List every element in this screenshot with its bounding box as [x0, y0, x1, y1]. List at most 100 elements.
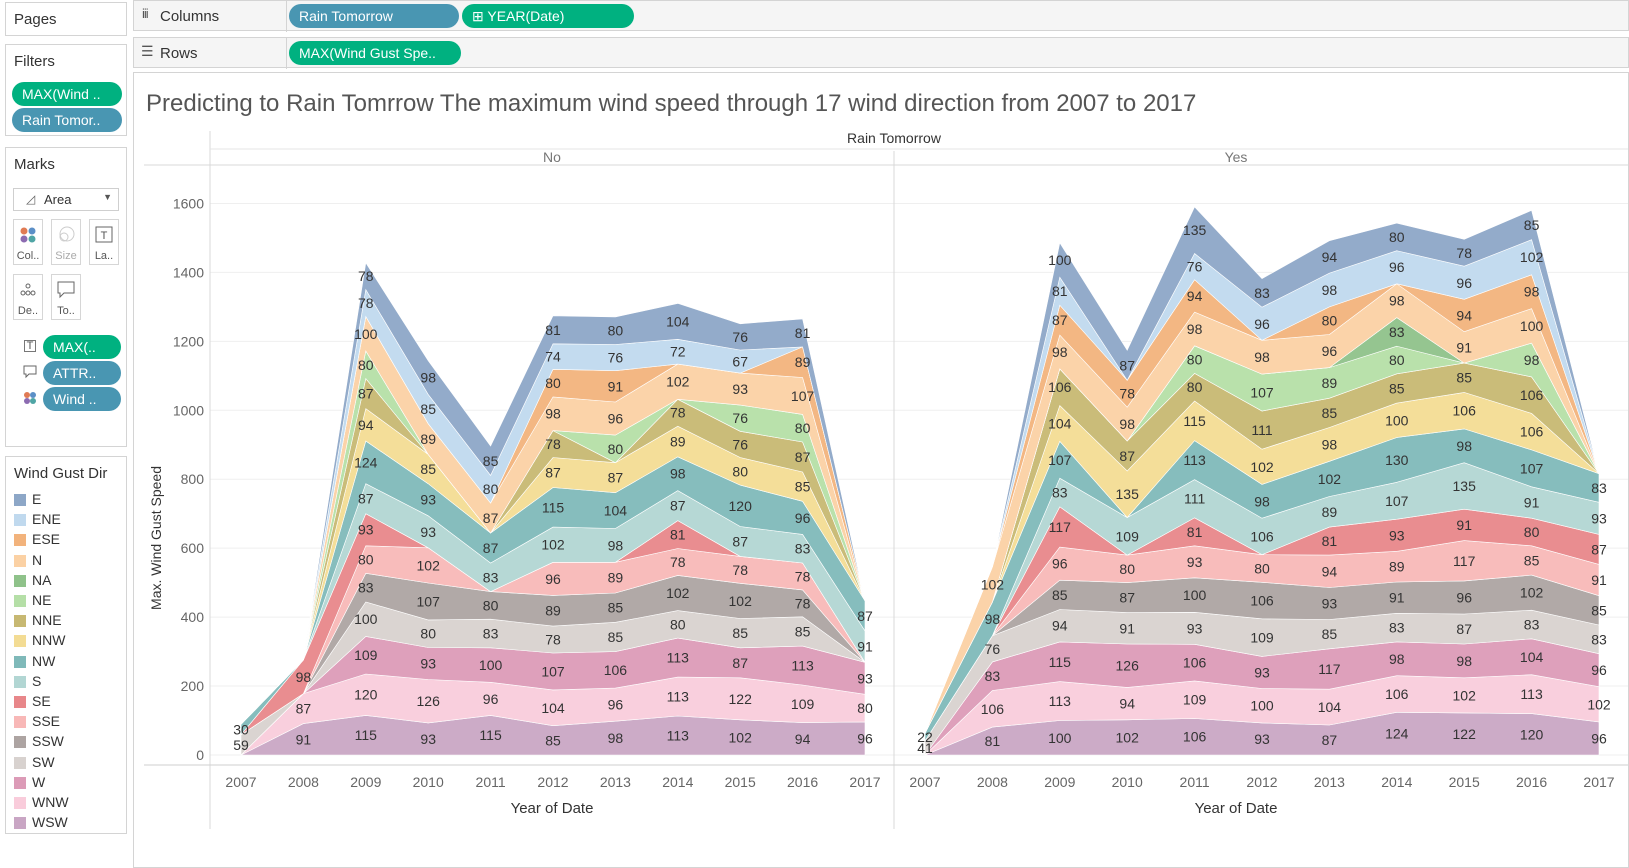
detail-icon [20, 283, 36, 296]
legend-item-nne[interactable]: NNE [14, 612, 114, 630]
data-label: 98 [1456, 653, 1472, 669]
data-label: 102 [981, 576, 1005, 592]
columns-pill-rain-tomorrow[interactable]: Rain Tomorrow [289, 4, 459, 28]
data-label: 91 [1456, 339, 1472, 355]
area-chart[interactable]: Predicting to Rain Tomrrow The maximum w… [134, 73, 1628, 867]
legend-item-n[interactable]: N [14, 552, 114, 570]
legend-item-w[interactable]: W [14, 774, 114, 792]
data-label: 81 [1187, 524, 1203, 540]
data-label: 87 [1322, 732, 1338, 748]
data-label: 111 [1184, 491, 1205, 507]
filter-pill-rain-tomorrow[interactable]: Rain Tomor.. [12, 108, 122, 132]
legend-item-s[interactable]: S [14, 673, 114, 691]
data-label: 98 [1254, 493, 1270, 509]
data-label: 94 [1322, 563, 1338, 579]
legend-item-nnw[interactable]: NNW [14, 632, 114, 650]
data-label: 85 [795, 623, 811, 639]
legend-label: WNW [32, 794, 69, 810]
data-label: 96 [1591, 730, 1607, 746]
data-label: 85 [1524, 217, 1540, 233]
data-label: 104 [541, 700, 565, 716]
data-label: 83 [795, 541, 811, 557]
data-label: 96 [1322, 343, 1338, 359]
data-label: 100 [1048, 730, 1072, 746]
legend-swatch [14, 817, 26, 830]
x-axis-label-yes: Year of Date [1195, 800, 1278, 817]
data-label: 130 [1385, 452, 1409, 468]
data-label: 106 [604, 662, 628, 678]
marks-pill-max[interactable]: MAX(.. [43, 335, 121, 359]
detail-button[interactable]: De.. [13, 274, 43, 320]
color-button[interactable]: Col.. [13, 219, 43, 265]
data-label: 80 [1187, 352, 1203, 368]
size-button-label: Size [55, 250, 77, 262]
columns-label: Columns [160, 8, 220, 25]
data-label: 83 [483, 569, 499, 585]
data-label: 87 [545, 465, 561, 481]
size-button[interactable]: Size [51, 219, 81, 265]
data-label: 78 [670, 554, 686, 570]
x-tick-label: 2007 [225, 774, 256, 790]
data-label: 126 [1116, 658, 1140, 674]
tooltip-button[interactable]: To.. [51, 274, 81, 320]
data-label: 120 [729, 498, 753, 514]
data-label: 87 [358, 491, 374, 507]
data-label: 85 [1591, 602, 1607, 618]
data-label: 93 [1322, 596, 1338, 612]
label-button[interactable]: T La.. [89, 219, 119, 265]
filters-card: Filters MAX(Wind .. Rain Tomor.. [5, 44, 127, 136]
data-label: 94 [1322, 249, 1338, 265]
y-tick-label: 1600 [173, 195, 204, 211]
legend-item-na[interactable]: NA [14, 572, 114, 590]
marks-pill-attr[interactable]: ATTR.. [43, 361, 121, 385]
shelf-divider [286, 1, 287, 32]
legend-swatch [14, 494, 26, 506]
legend-item-ne[interactable]: NE [14, 592, 114, 610]
data-label: 94 [1052, 618, 1068, 634]
area-e-yes[interactable] [924, 206, 1600, 734]
data-label: 41 [917, 740, 933, 756]
data-label: 80 [483, 597, 499, 613]
marks-pill-wind[interactable]: Wind .. [43, 387, 121, 411]
y-tick-label: 1000 [173, 402, 204, 418]
size-icon [59, 226, 75, 242]
data-label: 87 [358, 386, 374, 402]
legend-item-e[interactable]: E [14, 491, 114, 509]
data-label: 85 [1322, 626, 1338, 642]
data-label: 89 [670, 433, 686, 449]
data-label: 87 [1591, 541, 1607, 557]
data-label: 98 [420, 370, 436, 386]
columns-pill-year-date[interactable]: ⊞ YEAR(Date) [462, 4, 634, 28]
data-label: 106 [981, 701, 1005, 717]
data-label: 83 [1389, 620, 1405, 636]
legend-item-ene[interactable]: ENE [14, 511, 114, 529]
data-label: 67 [732, 354, 748, 370]
data-label: 93 [420, 731, 436, 747]
area-e-no[interactable] [240, 261, 866, 725]
legend-item-sw[interactable]: SW [14, 754, 114, 772]
x-tick-label: 2010 [1112, 774, 1143, 790]
legend-item-se[interactable]: SE [14, 693, 114, 711]
rows-pill-max-wind-gust[interactable]: MAX(Wind Gust Spe.. [289, 41, 461, 65]
filter-pill-max-wind[interactable]: MAX(Wind .. [12, 82, 122, 106]
shelf-divider [286, 38, 287, 69]
legend-item-wsw[interactable]: WSW [14, 814, 114, 832]
legend-swatch [14, 514, 26, 527]
data-label: 74 [545, 349, 561, 365]
legend-item-sse[interactable]: SSE [14, 713, 114, 731]
label-button-label: La.. [94, 250, 114, 262]
legend-swatch [14, 675, 26, 688]
mark-type-dropdown[interactable]: ◿ Area ▼ [13, 188, 119, 211]
data-label: 94 [1187, 288, 1203, 304]
legend-item-ssw[interactable]: SSW [14, 733, 114, 751]
legend-item-ese[interactable]: ESE [14, 531, 114, 549]
legend-item-nw[interactable]: NW [14, 653, 114, 671]
data-label: 102 [1318, 471, 1342, 487]
data-label: 113 [667, 650, 690, 666]
data-label: 81 [795, 325, 811, 341]
x-tick-label: 2016 [787, 774, 818, 790]
data-label: 102 [666, 585, 690, 601]
data-label: 80 [545, 375, 561, 391]
legend-item-wnw[interactable]: WNW [14, 794, 114, 812]
data-label: 100 [1520, 318, 1544, 334]
